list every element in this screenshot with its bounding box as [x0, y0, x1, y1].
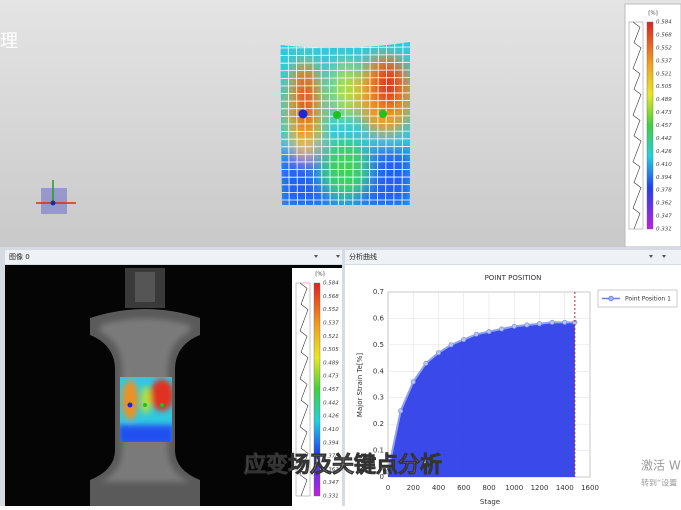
legend-swatch: [609, 296, 613, 300]
colorbar-label: 0.394: [323, 440, 339, 446]
x-axis-label: Stage: [480, 498, 500, 506]
y-axis-label: Major Strain Te[%]: [356, 353, 364, 417]
y-tick-label: 0.2: [373, 420, 384, 428]
colorbar-label: 0.362: [656, 201, 672, 207]
colorbar-label: 0.410: [656, 162, 672, 168]
colorbar-label: 0.426: [656, 149, 672, 155]
strain-overlay: [118, 375, 174, 445]
mesh-line: [278, 124, 413, 125]
panel-header: [5, 250, 342, 264]
colorbar-label: 0.457: [323, 387, 339, 393]
x-tick-label: 400: [432, 484, 445, 492]
colorbar-label: 0.473: [323, 374, 339, 380]
panel-header: [345, 250, 681, 264]
colorbar-label: 0.568: [656, 32, 672, 38]
colorbar-label: 0.347: [323, 480, 339, 486]
colorbar: [647, 22, 653, 229]
x-tick-label: 600: [457, 484, 470, 492]
data-point: [411, 380, 415, 384]
colorbar-unit: [%]: [648, 11, 658, 17]
colorbar-label: 0.505: [323, 347, 339, 353]
data-point: [398, 409, 402, 413]
x-tick-label: 0: [386, 484, 390, 492]
colorbar-label: 0.552: [323, 307, 339, 313]
colorbar-label: 0.394: [656, 175, 672, 181]
data-point: [512, 324, 516, 328]
data-point: [487, 329, 491, 333]
strain-mesh: [278, 40, 413, 210]
x-tick-label: 1000: [505, 484, 523, 492]
colorbar-label: 0.457: [656, 123, 672, 129]
key-point: [299, 110, 308, 119]
colorbar-label: 0.537: [323, 320, 339, 326]
colorbar-label: 0.331: [656, 227, 672, 233]
data-point: [424, 361, 428, 365]
colorbar-label: 0.584: [323, 281, 339, 287]
legend-label: Point Position 1: [625, 296, 671, 303]
colorbar-unit: [%]: [315, 272, 325, 278]
y-tick-label: 0.4: [373, 367, 385, 375]
data-point: [525, 323, 529, 327]
x-tick-label: 800: [482, 484, 495, 492]
y-tick-label: 0.6: [373, 314, 385, 322]
y-tick-label: 0.7: [373, 288, 384, 296]
data-point: [563, 320, 567, 324]
y-tick-label: 0.5: [373, 341, 384, 349]
colorbar-label: 0.378: [656, 188, 672, 194]
colorbar-label: 0.426: [323, 414, 339, 420]
x-tick-label: 200: [407, 484, 420, 492]
mesh-line: [278, 116, 413, 117]
x-tick-label: 1600: [581, 484, 599, 492]
colorbar-label: 0.489: [656, 97, 672, 103]
data-point: [537, 322, 541, 326]
chart-title: POINT POSITION: [485, 274, 542, 282]
partial-label: 理: [0, 31, 18, 52]
data-point: [499, 327, 503, 331]
colorbar-label: 0.489: [323, 360, 339, 366]
caption: 应变场及关键点分析: [244, 452, 442, 478]
watermark: 转到“设置: [641, 478, 677, 488]
colorbar-label: 0.521: [323, 334, 339, 340]
watermark: 激活 W: [641, 459, 681, 473]
colorbar-label: 0.442: [656, 136, 672, 142]
key-point: [160, 403, 164, 407]
key-point: [143, 403, 147, 407]
key-point: [379, 110, 387, 118]
colorbar-label: 0.505: [656, 84, 672, 90]
colorbar-label: 0.521: [656, 71, 672, 77]
colorbar-label: 0.584: [656, 20, 672, 26]
colorbar-label: 0.331: [323, 494, 339, 500]
panel-title: 分析曲线: [349, 252, 377, 261]
colorbar-label: 0.410: [323, 427, 339, 433]
key-point: [128, 403, 133, 408]
colorbar-label: 0.568: [323, 294, 339, 300]
x-tick-label: 1400: [556, 484, 574, 492]
data-point: [474, 332, 478, 336]
data-point: [449, 343, 453, 347]
data-point: [462, 337, 466, 341]
colorbar-label: 0.442: [323, 400, 339, 406]
colorbar-label: 0.473: [656, 110, 672, 116]
colorbar-label: 0.552: [656, 45, 672, 51]
data-point: [550, 320, 554, 324]
y-tick-label: 0.3: [373, 394, 384, 402]
x-tick-label: 1200: [531, 484, 549, 492]
colorbar-label: 0.537: [656, 58, 672, 64]
key-point: [333, 111, 341, 119]
data-point: [436, 351, 440, 355]
panel-title: 图像 0: [9, 252, 30, 261]
colorbar-label: 0.347: [656, 214, 672, 220]
